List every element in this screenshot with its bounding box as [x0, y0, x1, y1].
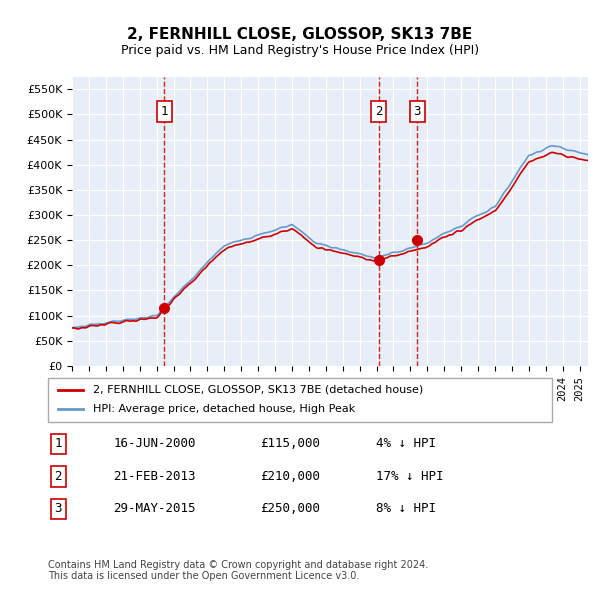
Text: 21-FEB-2013: 21-FEB-2013 — [113, 470, 196, 483]
Text: 17% ↓ HPI: 17% ↓ HPI — [376, 470, 443, 483]
Text: 3: 3 — [413, 105, 421, 118]
Text: 3: 3 — [55, 502, 62, 516]
Text: 2: 2 — [55, 470, 62, 483]
Text: HPI: Average price, detached house, High Peak: HPI: Average price, detached house, High… — [94, 405, 356, 414]
Text: 2: 2 — [375, 105, 382, 118]
FancyBboxPatch shape — [48, 378, 552, 422]
Text: 1: 1 — [161, 105, 168, 118]
Text: Contains HM Land Registry data © Crown copyright and database right 2024.
This d: Contains HM Land Registry data © Crown c… — [48, 559, 428, 581]
Text: 4% ↓ HPI: 4% ↓ HPI — [376, 437, 436, 451]
Text: £210,000: £210,000 — [260, 470, 320, 483]
Text: £250,000: £250,000 — [260, 502, 320, 516]
Text: 16-JUN-2000: 16-JUN-2000 — [113, 437, 196, 451]
Text: 2, FERNHILL CLOSE, GLOSSOP, SK13 7BE (detached house): 2, FERNHILL CLOSE, GLOSSOP, SK13 7BE (de… — [94, 385, 424, 395]
Text: 2, FERNHILL CLOSE, GLOSSOP, SK13 7BE: 2, FERNHILL CLOSE, GLOSSOP, SK13 7BE — [127, 27, 473, 41]
Text: Price paid vs. HM Land Registry's House Price Index (HPI): Price paid vs. HM Land Registry's House … — [121, 44, 479, 57]
Text: £115,000: £115,000 — [260, 437, 320, 451]
Text: 8% ↓ HPI: 8% ↓ HPI — [376, 502, 436, 516]
Text: 1: 1 — [55, 437, 62, 451]
Text: 29-MAY-2015: 29-MAY-2015 — [113, 502, 196, 516]
